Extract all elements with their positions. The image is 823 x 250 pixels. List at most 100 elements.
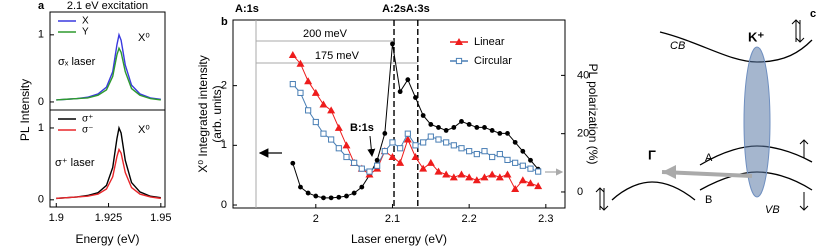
- point: [397, 145, 404, 152]
- point: [489, 128, 495, 133]
- point: [495, 173, 504, 181]
- point: [526, 179, 535, 187]
- point: [459, 119, 464, 124]
- gamma-valley: [611, 181, 696, 201]
- legend-marker: [455, 38, 463, 45]
- plot-frame: [49, 109, 166, 208]
- point: [298, 184, 303, 190]
- point: [388, 152, 397, 160]
- point: [443, 128, 449, 133]
- series-line: [292, 54, 539, 190]
- point: [534, 182, 543, 190]
- point: [305, 190, 311, 196]
- x-tick-label: 2.3: [538, 213, 553, 225]
- point: [449, 173, 458, 181]
- reference-label: A:3s: [406, 3, 430, 15]
- y-axis-label: PL Intensity: [18, 79, 32, 141]
- point: [381, 148, 388, 155]
- x-axis-label: Laser energy (eV): [351, 232, 447, 246]
- point: [374, 157, 380, 163]
- point: [358, 165, 365, 172]
- point: [466, 122, 472, 127]
- y2-tick-label: 20: [577, 128, 589, 140]
- annotation: σₓ laser: [58, 56, 96, 68]
- annotation: σ⁺ laser: [55, 157, 95, 169]
- point: [313, 193, 319, 199]
- point: [474, 125, 480, 130]
- scattering-arrowhead: [662, 165, 676, 179]
- point: [435, 136, 442, 143]
- point: [535, 168, 542, 175]
- band-label: B: [705, 194, 712, 206]
- point: [296, 59, 305, 67]
- point: [403, 135, 412, 143]
- band-label: CB: [670, 40, 685, 52]
- point: [482, 125, 487, 130]
- valley-label: K⁺: [748, 29, 764, 44]
- point: [343, 153, 350, 161]
- legend-label: X: [82, 16, 89, 27]
- x-tick-label: 2: [313, 213, 319, 225]
- reference-label: A:1s: [235, 3, 259, 15]
- legend-marker: [455, 57, 463, 65]
- x-tick-label: 1.925: [95, 212, 123, 224]
- point: [466, 148, 473, 155]
- legend-label: Circular: [474, 55, 512, 67]
- point: [451, 125, 457, 130]
- y-tick-label: 1: [38, 29, 44, 41]
- point: [442, 170, 451, 178]
- y-tick-label: 0: [38, 96, 44, 108]
- point: [312, 118, 319, 126]
- point: [289, 81, 296, 88]
- point: [488, 170, 497, 178]
- y-tick-label: 1: [221, 139, 227, 151]
- point: [297, 89, 304, 96]
- point: [520, 148, 526, 154]
- point: [304, 77, 313, 85]
- point: [328, 136, 335, 143]
- gap-label: 175 meV: [315, 50, 360, 62]
- legend-label: σ⁻: [82, 125, 93, 136]
- point: [528, 157, 533, 163]
- x-tick-label: 1.95: [150, 212, 171, 224]
- point: [511, 185, 520, 193]
- point: [290, 160, 296, 166]
- point: [412, 142, 419, 149]
- point: [481, 148, 488, 155]
- point: [496, 150, 503, 158]
- point: [503, 170, 512, 178]
- point: [389, 139, 396, 146]
- point: [288, 50, 297, 58]
- y-tick-label: 1: [38, 122, 44, 134]
- y2-axis-label: PL polarization (%): [586, 64, 600, 165]
- legend-label: Y: [82, 27, 89, 38]
- spin-arrows: [595, 19, 809, 211]
- point: [427, 133, 434, 140]
- point: [457, 170, 466, 178]
- point: [336, 194, 342, 200]
- y-tick-label: 2: [221, 80, 227, 92]
- point: [504, 156, 511, 164]
- annotation-arrow: [367, 135, 376, 157]
- point: [366, 168, 373, 175]
- chart-title: 2.1 eV excitation: [67, 0, 148, 12]
- point: [404, 130, 411, 137]
- series-line: [292, 43, 539, 199]
- legend-label: σ⁺: [82, 114, 93, 125]
- point: [473, 150, 480, 158]
- point: [420, 139, 427, 146]
- reference-label: A:2s: [382, 3, 406, 15]
- point: [497, 130, 503, 136]
- point: [328, 195, 334, 201]
- point: [344, 193, 349, 199]
- point: [396, 158, 405, 166]
- y-tick-label: 0: [38, 194, 44, 206]
- y-axis-label: (arb. units): [210, 85, 224, 142]
- point: [334, 123, 343, 131]
- scattering-arrow: [661, 170, 753, 178]
- annotation: B:1s: [350, 122, 374, 134]
- point: [397, 89, 403, 95]
- annotation: X⁰: [138, 32, 150, 44]
- point: [512, 159, 519, 166]
